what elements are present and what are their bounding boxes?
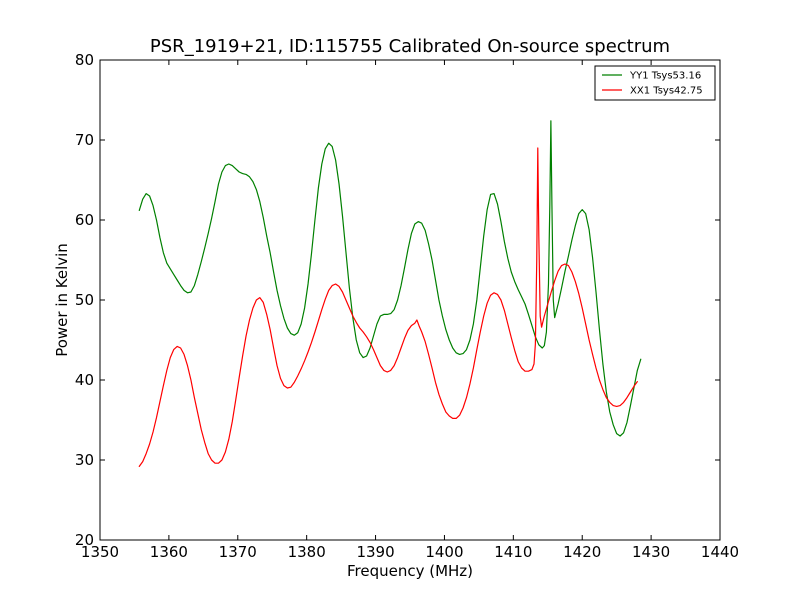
y-tick-label-0: 20: [75, 531, 94, 549]
x-tick-label-9: 1440: [701, 543, 739, 561]
x-tick-label-4: 1390: [356, 543, 394, 561]
x-tick-label-3: 1380: [288, 543, 326, 561]
y-axis-label: Power in Kelvin: [53, 243, 71, 357]
chart-title: PSR_1919+21, ID:115755 Calibrated On-sou…: [150, 36, 670, 57]
y-tick-label-5: 70: [75, 131, 94, 149]
legend: YY1 Tsys53.16 XX1 Tsys42.75: [594, 65, 716, 101]
legend-label-xx1: XX1 Tsys42.75: [630, 86, 703, 97]
y-tick-label-4: 60: [75, 211, 94, 229]
x-tick-label-8: 1430: [632, 543, 670, 561]
x-tick-label-7: 1420: [563, 543, 601, 561]
x-tick-label-6: 1410: [494, 543, 532, 561]
x-tick-label-1: 1360: [150, 543, 188, 561]
series-layer: [138, 120, 642, 467]
x-tick-label-0: 1350: [81, 543, 119, 561]
plot-frame: [99, 59, 721, 541]
y-tick-label-6: 80: [75, 51, 94, 69]
y-tick-label-2: 40: [75, 371, 94, 389]
legend-label-yy1: YY1 Tsys53.16: [629, 71, 701, 82]
y-tick-label-1: 30: [75, 451, 94, 469]
legend-box: [594, 65, 716, 101]
axes-layer: 1350 1360 1370 1380 1390 1400 1410 1420 1430 1440…: [75, 51, 739, 561]
y-tick-label-3: 50: [75, 291, 94, 309]
x-tick-label-2: 1370: [219, 543, 257, 561]
series-line-0: [138, 120, 642, 437]
x-tick-label-5: 1400: [425, 543, 463, 561]
x-axis-label: Frequency (MHz): [347, 562, 473, 580]
series-line-1: [138, 147, 638, 467]
